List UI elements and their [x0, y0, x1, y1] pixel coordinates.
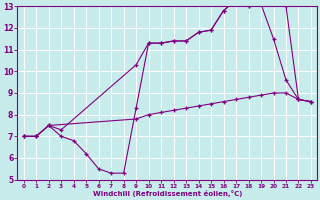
X-axis label: Windchill (Refroidissement éolien,°C): Windchill (Refroidissement éolien,°C)	[93, 190, 242, 197]
